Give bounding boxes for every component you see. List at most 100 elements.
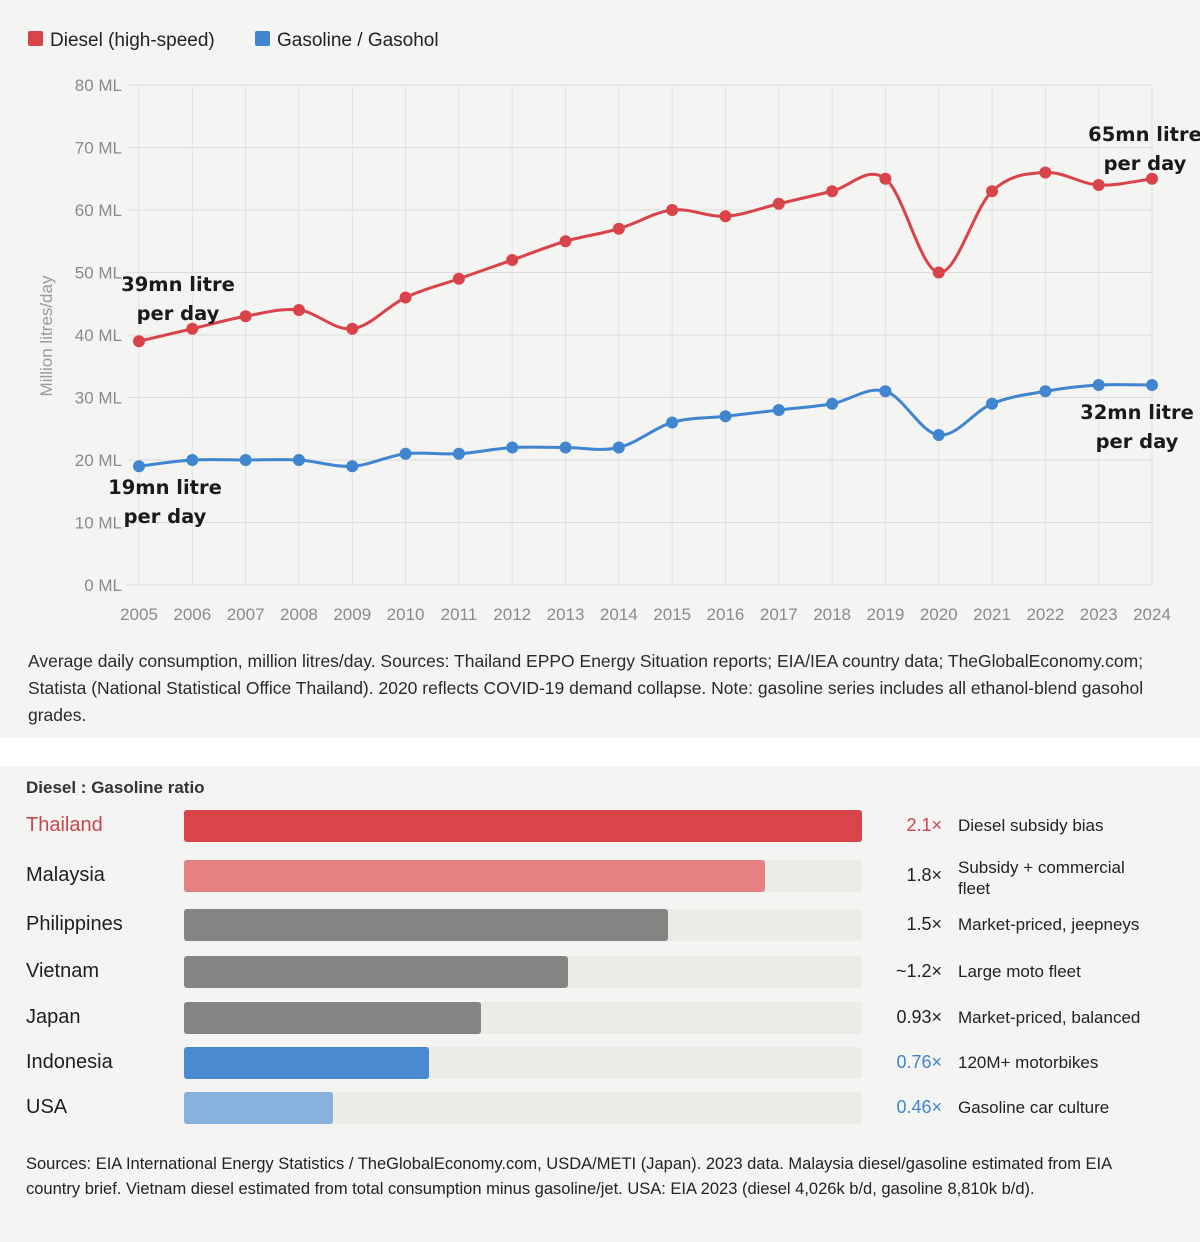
- y-tick-label: 60 ML: [75, 201, 122, 220]
- bar-note: Gasoline car culture: [958, 1098, 1110, 1117]
- annotation-gasoline-start: 19mn litre: [108, 476, 222, 499]
- annotation-diesel-start: per day: [137, 302, 220, 325]
- x-tick-label: 2021: [973, 605, 1011, 624]
- bar-japan: [184, 1002, 481, 1034]
- x-tick-label: 2008: [280, 605, 318, 624]
- bar-vietnam: [184, 956, 568, 988]
- gasoline-data-point: [666, 416, 679, 429]
- bar-ratio-label: 1.5×: [906, 914, 942, 934]
- bar-row-philippines: Philippines 1.5× Market-priced, jeepneys: [0, 909, 1190, 943]
- bar-note: Market-priced, balanced: [958, 1008, 1141, 1027]
- annotation-diesel-end: 65mn litre: [1088, 123, 1200, 146]
- bar-track: [184, 956, 862, 988]
- gasoline-data-point: [1146, 379, 1158, 391]
- bar-ratio-label: 1.8×: [906, 865, 942, 885]
- gasoline-data-point: [719, 410, 732, 423]
- gasoline-data-point: [612, 441, 625, 454]
- y-tick-label: 20 ML: [75, 451, 122, 470]
- diesel-data-point: [452, 272, 465, 285]
- bar-row-indonesia: Indonesia 0.76× 120M+ motorbikes: [0, 1047, 1190, 1081]
- bar-note: Subsidy + commercial fleet: [958, 858, 1125, 898]
- diesel-series-line: [138, 170, 1153, 343]
- diesel-data-point: [612, 222, 625, 235]
- diesel-data-point: [772, 197, 785, 210]
- bar-row-japan: Japan 0.93× Market-priced, balanced: [0, 1002, 1190, 1036]
- diesel-data-point: [133, 335, 145, 348]
- x-tick-label: 2007: [227, 605, 265, 624]
- y-tick-label: 10 ML: [75, 514, 122, 533]
- x-tick-label: 2012: [493, 605, 531, 624]
- bar-row-malaysia: Malaysia 1.8× Subsidy + commercial fleet: [0, 858, 1190, 898]
- gasoline-data-point: [932, 429, 945, 441]
- diesel-data-point: [1146, 172, 1158, 185]
- gasoline-data-point: [506, 441, 519, 454]
- x-tick-label: 2006: [173, 605, 211, 624]
- gasoline-data-point: [1039, 385, 1052, 398]
- x-tick-label: 2018: [813, 605, 851, 624]
- bar-note: Large moto fleet: [958, 962, 1081, 981]
- x-tick-label: 2016: [707, 605, 745, 624]
- legend-label: Gasoline / Gasohol: [277, 30, 439, 51]
- gasoline-data-point: [399, 447, 412, 460]
- y-tick-label: 80 ML: [75, 76, 122, 95]
- x-tick-label: 2020: [920, 605, 958, 624]
- gasoline-data-point: [239, 454, 252, 466]
- annotation-gasoline-end: per day: [1096, 430, 1179, 453]
- bar-country-label: Japan: [26, 1006, 81, 1028]
- x-tick-label: 2015: [653, 605, 691, 624]
- diesel-data-point: [186, 322, 199, 335]
- bar-row-thailand: Thailand 2.1× Diesel subsidy bias: [0, 810, 1190, 844]
- bar-track: [184, 909, 862, 941]
- bar-indonesia: [184, 1047, 429, 1079]
- bar-country-label: Thailand: [26, 814, 103, 836]
- diesel-data-point: [986, 185, 999, 198]
- x-tick-label: 2024: [1133, 605, 1171, 624]
- legend-swatch: [28, 31, 43, 46]
- bar-note: Market-priced, jeepneys: [958, 915, 1140, 934]
- bar-track: [184, 1092, 862, 1124]
- gasoline-data-point: [292, 454, 305, 466]
- x-tick-label: 2010: [387, 605, 425, 624]
- gasoline-data-point: [879, 385, 892, 398]
- diesel-data-point: [292, 304, 305, 316]
- y-tick-label: 40 ML: [75, 326, 122, 345]
- bar-country-label: Vietnam: [26, 960, 100, 982]
- y-tick-label: 70 ML: [75, 139, 122, 158]
- gasoline-data-point: [186, 454, 199, 466]
- panel-divider: [0, 738, 1200, 766]
- bar-track: [184, 1002, 862, 1034]
- x-tick-label: 2017: [760, 605, 798, 624]
- bar-ratio-label: 0.76×: [896, 1052, 942, 1072]
- x-tick-label: 2009: [333, 605, 371, 624]
- bar-track: [184, 1047, 862, 1079]
- gasoline-data-point: [1092, 379, 1105, 391]
- x-tick-label: 2019: [867, 605, 905, 624]
- gasoline-data-point: [452, 447, 465, 460]
- y-tick-label: 50 ML: [75, 264, 122, 283]
- bar-track: [184, 810, 862, 842]
- bar-ratio-label: 0.46×: [896, 1097, 942, 1117]
- y-tick-label: 0 ML: [84, 576, 122, 595]
- bar-country-label: Indonesia: [26, 1051, 113, 1073]
- diesel-data-point: [239, 310, 252, 323]
- line-chart-panel: 0 ML 10 ML 20 ML 30 ML 40 ML 50 ML 60 ML 70 ML 8…: [28, 30, 1200, 725]
- bar-ratio-label: 2.1×: [906, 815, 942, 835]
- bar-country-label: Philippines: [26, 913, 123, 935]
- gasoline-data-point: [826, 397, 839, 410]
- bar-country-label: Malaysia: [26, 864, 105, 886]
- bar-malaysia: [184, 860, 765, 892]
- y-tick-label: 30 ML: [75, 389, 122, 408]
- x-tick-label: 2014: [600, 605, 638, 624]
- bar-usa: [184, 1092, 333, 1124]
- diesel-data-point: [346, 322, 359, 335]
- bar-track: [184, 860, 862, 892]
- diesel-data-point: [1092, 179, 1105, 191]
- x-tick-label: 2011: [441, 605, 478, 624]
- bar-note: Diesel subsidy bias: [958, 816, 1104, 835]
- line-chart-caption: Average daily consumption, million litre…: [28, 651, 1144, 725]
- annotation-gasoline-end: 32mn litre: [1080, 401, 1194, 424]
- bar-ratio-label: ~1.2×: [895, 961, 942, 981]
- gasoline-data-point: [346, 460, 359, 473]
- annotation-diesel-start: 39mn litre: [121, 273, 235, 296]
- bar-row-vietnam: Vietnam ~1.2× Large moto fleet: [0, 956, 1190, 990]
